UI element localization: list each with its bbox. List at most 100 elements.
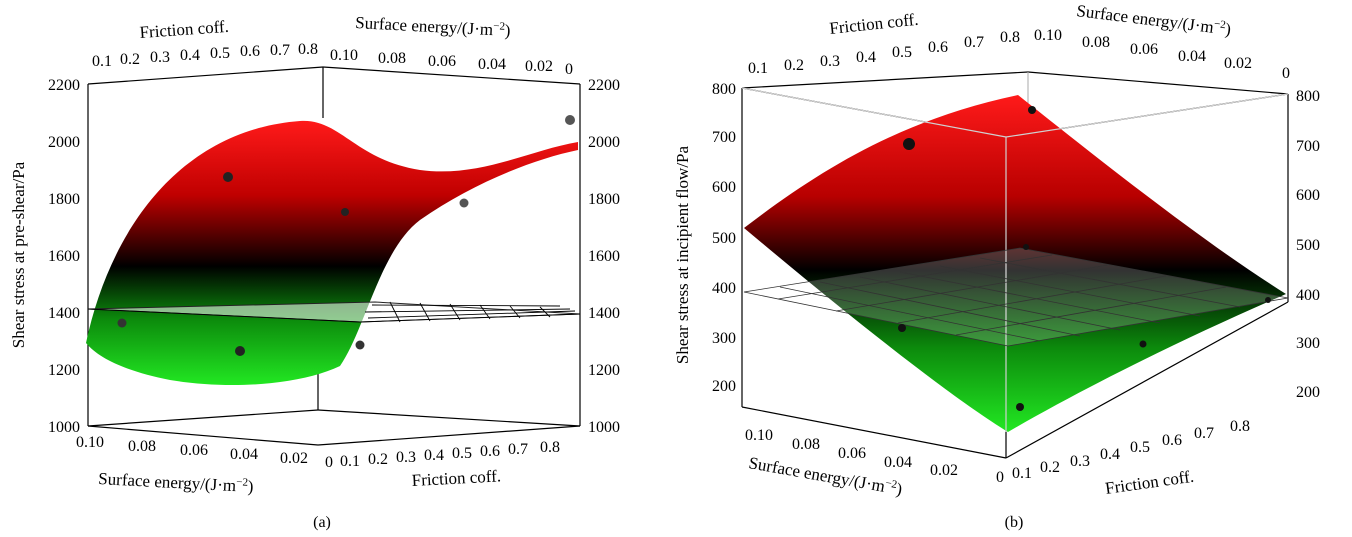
z-tick: 1400 (588, 305, 620, 322)
friction-tick: 0.4 (180, 47, 200, 64)
friction-tick: 0.3 (820, 53, 840, 70)
z-tick: 1600 (588, 248, 620, 265)
panel-a-surface-energy-ticks-bottom: 0.10 0.08 0.06 0.04 0.02 (76, 434, 308, 467)
panel-a: 2200 2000 1800 1600 1400 1200 1000 2200 … (9, 13, 620, 531)
friction-tick: 0.6 (1162, 432, 1182, 449)
z-tick: 1000 (588, 419, 620, 436)
surface-energy-tick: 0.06 (1130, 41, 1158, 58)
panel-b-friction-ticks-top: 0.1 0.2 0.3 0.4 0.5 0.6 0.7 0.8 (748, 29, 1020, 77)
panel-b-point (1265, 297, 1271, 303)
surface-energy-tick: 0 (565, 61, 573, 78)
friction-tick: 0.5 (892, 44, 912, 61)
friction-tick: 0.4 (424, 447, 444, 464)
z-tick: 300 (712, 330, 736, 347)
surface-energy-tick: 0.04 (230, 446, 258, 463)
z-tick: 800 (712, 81, 736, 98)
panel-a-z-ticks-left: 2200 2000 1800 1600 1400 1200 1000 (48, 77, 80, 436)
friction-tick: 0.6 (240, 43, 260, 60)
panel-b-point (1023, 244, 1029, 250)
panel-b-z-ticks-left: 800 700 600 500 400 300 200 (712, 81, 736, 395)
friction-tick: 0.5 (1130, 439, 1150, 456)
panel-b-points (898, 106, 1271, 411)
surface-energy-tick: 0.06 (428, 53, 456, 70)
friction-tick: 0.7 (508, 441, 528, 458)
panel-b-point (1016, 403, 1024, 411)
friction-tick: 0.2 (1040, 459, 1060, 476)
surface-energy-tick: 0.04 (478, 56, 506, 73)
z-tick: 1200 (48, 362, 80, 379)
panel-a-surface-energy-label-bottom: Surface energy/(J·m−2) (98, 469, 254, 496)
panel-a-caption: (a) (313, 514, 331, 531)
friction-tick: 0.2 (120, 51, 140, 68)
panel-a-response-surface (86, 120, 578, 386)
surface-energy-tick: 0.02 (280, 450, 308, 467)
panel-b-surface-energy-ticks-bottom: 0.10 0.08 0.06 0.04 0.02 (745, 427, 958, 479)
friction-tick: 0.5 (210, 45, 230, 62)
panel-b-surface-energy-ticks-top: 0.10 0.08 0.06 0.04 0.02 0 (1034, 27, 1290, 82)
panel-a-point (565, 115, 575, 125)
z-tick: 600 (1296, 187, 1320, 204)
surface-energy-tick: 0.06 (838, 445, 866, 462)
panel-a-points (117, 115, 575, 356)
z-tick: 200 (712, 378, 736, 395)
z-tick: 1600 (48, 248, 80, 265)
panel-a-friction-label-top: Friction coff. (139, 17, 230, 42)
panel-a-point (117, 318, 127, 328)
z-tick: 2000 (48, 134, 80, 151)
friction-tick: 0.8 (298, 41, 318, 58)
friction-tick: 0.8 (1230, 418, 1250, 435)
surface-energy-tick: 0.10 (330, 47, 358, 64)
z-tick: 2200 (588, 77, 620, 94)
z-tick: 400 (1296, 287, 1320, 304)
z-tick: 400 (712, 280, 736, 297)
panel-b-front-edges (741, 87, 1289, 432)
panel-b-friction-ticks-bottom: 0 0.1 0.2 0.3 0.4 0.5 0.6 0.7 0.8 (996, 418, 1250, 486)
panel-b-point (1028, 106, 1036, 114)
panel-b-point (903, 138, 915, 150)
panel-b-z-ticks-right: 800 700 600 500 400 300 200 (1296, 88, 1320, 401)
panel-b-friction-label-bottom: Friction coff. (1104, 467, 1195, 498)
friction-tick: 0.5 (452, 445, 472, 462)
panel-a-surface-energy-label-top: Surface energy/(J·m−2) (355, 13, 511, 40)
friction-tick: 0.2 (368, 451, 388, 468)
friction-tick: 0.3 (1070, 453, 1090, 470)
panel-b-point (898, 324, 906, 332)
panel-a-z-ticks-right: 2200 2000 1800 1600 1400 1200 1000 (588, 77, 620, 436)
z-tick: 500 (1296, 237, 1320, 254)
friction-tick: 0.7 (1194, 425, 1214, 442)
z-tick: 700 (712, 129, 736, 146)
surface-energy-tick: 0.10 (1034, 27, 1062, 44)
surface-energy-tick: 0.08 (792, 436, 820, 453)
panel-b: 800 700 600 500 400 300 200 800 700 600 … (673, 1, 1320, 531)
friction-tick: 0.1 (748, 60, 768, 77)
panel-b-friction-label-top: Friction coff. (828, 10, 919, 38)
panel-a-point (341, 208, 349, 216)
z-tick: 1800 (588, 191, 620, 208)
panel-a-point (235, 346, 245, 356)
surface-energy-tick: 0.04 (1178, 48, 1206, 65)
surface-energy-tick: 0.04 (884, 454, 912, 471)
friction-tick: 0.8 (540, 439, 560, 456)
friction-tick: 0.8 (1000, 29, 1020, 46)
surface-energy-tick: 0.02 (930, 462, 958, 479)
friction-tick: 0.7 (964, 34, 984, 51)
panel-b-surface-energy-label-bottom: Surface energy/(J·m−2) (747, 453, 903, 499)
panel-b-reference-plane (743, 247, 1289, 347)
z-tick: 1400 (48, 305, 80, 322)
friction-tick: 0.4 (1100, 446, 1120, 463)
surface-energy-tick: 0.02 (1224, 55, 1252, 72)
surface-energy-tick: 0.02 (525, 58, 553, 75)
panel-a-friction-ticks-bottom: 0 0.1 0.2 0.3 0.4 0.5 0.6 0.7 0.8 (325, 439, 560, 471)
friction-tick: 0.2 (784, 57, 804, 74)
friction-tick: 0.6 (928, 39, 948, 56)
panel-b-response-surface (744, 95, 1286, 432)
panel-b-z-label: Shear stress at incipient flow/Pa (673, 145, 692, 364)
panel-a-reference-plane (87, 301, 581, 323)
z-tick: 200 (1296, 384, 1320, 401)
friction-tick: 0.4 (856, 49, 876, 66)
surface-energy-tick: 0.08 (128, 438, 156, 455)
z-tick: 2200 (48, 77, 80, 94)
z-tick: 600 (712, 179, 736, 196)
z-tick: 1200 (588, 362, 620, 379)
friction-tick: 0 (996, 469, 1004, 486)
